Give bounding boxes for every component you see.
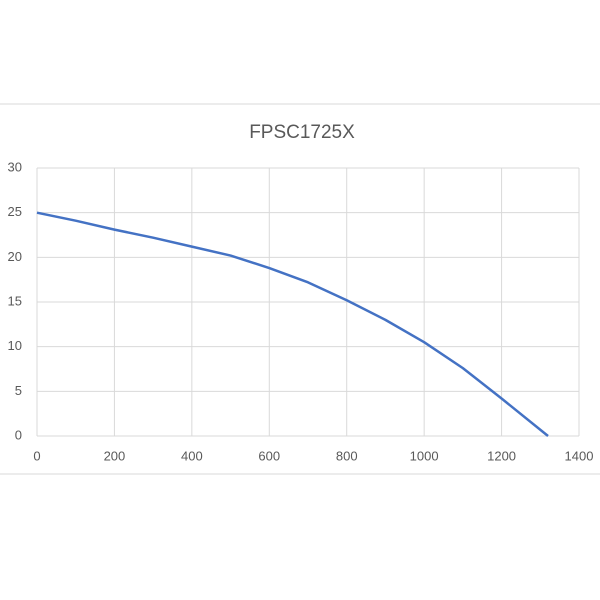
x-tick-label: 800: [336, 448, 358, 463]
y-tick-label: 0: [15, 427, 22, 442]
x-tick-label: 400: [181, 448, 203, 463]
x-tick-label: 200: [104, 448, 126, 463]
x-tick-label: 1400: [565, 448, 594, 463]
x-tick-label: 1000: [410, 448, 439, 463]
x-tick-label: 600: [258, 448, 280, 463]
y-tick-label: 5: [15, 383, 22, 398]
y-tick-label: 20: [8, 249, 22, 264]
y-tick-label: 30: [8, 159, 22, 174]
y-tick-label: 25: [8, 204, 22, 219]
x-tick-label: 0: [33, 448, 40, 463]
chart-title: FPSC1725X: [249, 122, 355, 143]
y-tick-label: 15: [8, 293, 22, 308]
data-line: [36, 211, 549, 437]
y-tick-label: 10: [8, 338, 22, 353]
x-tick-label: 1200: [487, 448, 516, 463]
